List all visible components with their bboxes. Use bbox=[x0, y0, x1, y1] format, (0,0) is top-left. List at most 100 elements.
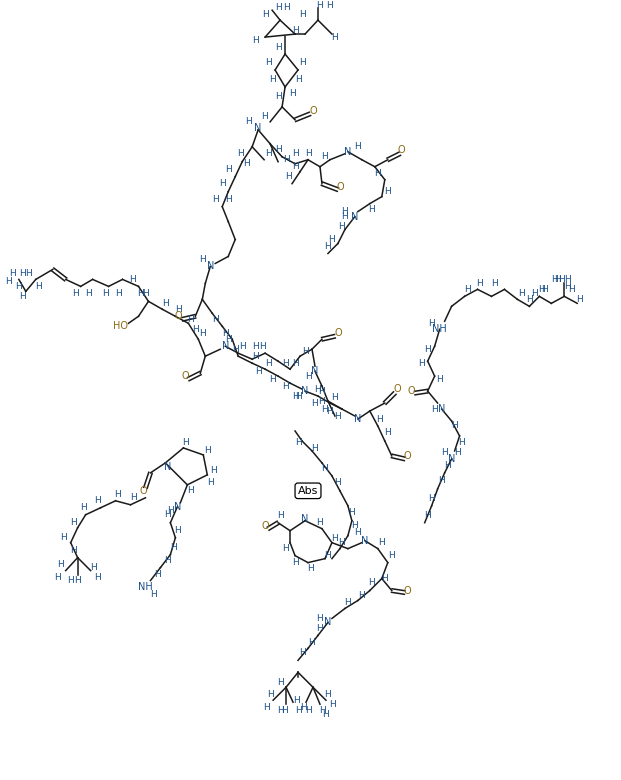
Text: H: H bbox=[332, 534, 338, 543]
Text: H: H bbox=[237, 149, 243, 158]
Text: H: H bbox=[325, 690, 332, 699]
Text: H: H bbox=[35, 282, 42, 291]
Text: H: H bbox=[428, 495, 435, 503]
Text: H: H bbox=[170, 543, 177, 552]
Text: H: H bbox=[252, 342, 258, 351]
Text: H: H bbox=[9, 269, 16, 278]
Text: H: H bbox=[351, 521, 358, 530]
Text: H: H bbox=[232, 345, 238, 353]
Text: H: H bbox=[428, 319, 435, 328]
Text: H: H bbox=[322, 464, 329, 473]
Text: N: N bbox=[324, 618, 332, 627]
Text: N: N bbox=[361, 536, 368, 546]
Text: N: N bbox=[344, 147, 351, 157]
Text: H: H bbox=[294, 706, 301, 714]
Text: H: H bbox=[164, 556, 171, 566]
Text: H: H bbox=[277, 678, 283, 686]
Text: H: H bbox=[192, 324, 199, 334]
Text: H: H bbox=[182, 438, 189, 448]
Text: O: O bbox=[404, 586, 412, 596]
Text: H: H bbox=[255, 367, 261, 376]
Text: N: N bbox=[301, 514, 309, 523]
Text: H: H bbox=[538, 285, 545, 294]
Text: H: H bbox=[267, 690, 273, 699]
Text: H: H bbox=[54, 573, 61, 582]
Text: H: H bbox=[210, 466, 217, 475]
Text: H: H bbox=[142, 289, 149, 298]
Text: H: H bbox=[329, 235, 335, 244]
Text: H: H bbox=[239, 342, 245, 351]
Text: H: H bbox=[16, 282, 22, 291]
Text: H: H bbox=[187, 315, 194, 324]
Text: H: H bbox=[438, 477, 445, 485]
Text: H: H bbox=[317, 624, 324, 633]
Text: H: H bbox=[243, 159, 250, 168]
Text: H: H bbox=[261, 112, 268, 122]
Text: H: H bbox=[70, 546, 77, 555]
Text: H: H bbox=[292, 558, 299, 567]
Text: H: H bbox=[327, 406, 333, 416]
Text: H: H bbox=[19, 292, 26, 301]
Text: H: H bbox=[294, 76, 301, 84]
Text: H: H bbox=[289, 90, 296, 98]
Text: H: H bbox=[355, 142, 361, 151]
Text: H: H bbox=[284, 172, 291, 181]
Text: H: H bbox=[330, 700, 337, 709]
Text: H: H bbox=[335, 412, 342, 420]
Text: H: H bbox=[150, 590, 157, 599]
Text: O: O bbox=[394, 384, 402, 394]
Text: H: H bbox=[376, 414, 383, 424]
Text: H: H bbox=[252, 352, 258, 360]
Text: H: H bbox=[154, 570, 161, 579]
Text: H: H bbox=[6, 277, 12, 286]
Text: H: H bbox=[551, 275, 558, 284]
Text: H: H bbox=[424, 511, 431, 520]
Text: H: H bbox=[312, 445, 319, 453]
Text: H: H bbox=[85, 289, 92, 298]
Text: H: H bbox=[454, 448, 461, 457]
Text: O: O bbox=[398, 145, 406, 154]
Text: H: H bbox=[102, 289, 109, 298]
Text: Abs: Abs bbox=[298, 486, 318, 496]
Text: H: H bbox=[305, 149, 311, 158]
Text: H: H bbox=[174, 526, 181, 535]
Text: H: H bbox=[175, 305, 182, 314]
Text: H: H bbox=[263, 703, 270, 711]
Text: H: H bbox=[335, 478, 342, 488]
Text: H: H bbox=[526, 295, 533, 304]
Text: N: N bbox=[174, 502, 181, 512]
Text: H: H bbox=[274, 145, 281, 154]
Text: H: H bbox=[541, 285, 548, 294]
Text: N: N bbox=[222, 341, 229, 351]
Text: H: H bbox=[269, 76, 276, 84]
Text: H: H bbox=[219, 179, 225, 188]
Text: H: H bbox=[204, 446, 211, 456]
Text: H: H bbox=[332, 392, 338, 402]
Text: N: N bbox=[438, 404, 445, 414]
Text: H: H bbox=[167, 506, 174, 516]
Text: H: H bbox=[378, 538, 385, 547]
Text: O: O bbox=[408, 386, 415, 396]
Text: N: N bbox=[255, 122, 262, 133]
Text: H: H bbox=[225, 195, 232, 204]
Text: H: H bbox=[245, 117, 252, 126]
Text: H: H bbox=[381, 574, 388, 583]
Text: H: H bbox=[252, 36, 258, 44]
Text: H: H bbox=[294, 392, 301, 401]
Text: H: H bbox=[322, 710, 329, 718]
Text: N: N bbox=[448, 454, 455, 464]
Text: H: H bbox=[431, 405, 438, 413]
Text: O: O bbox=[261, 521, 269, 530]
Text: H: H bbox=[94, 496, 101, 505]
Text: H: H bbox=[300, 703, 306, 711]
Text: H: H bbox=[451, 421, 458, 431]
Text: H: H bbox=[442, 448, 448, 457]
Text: H: H bbox=[476, 279, 483, 288]
Text: H: H bbox=[437, 374, 443, 384]
Text: H: H bbox=[283, 155, 289, 165]
Text: H: H bbox=[332, 33, 338, 41]
Text: H: H bbox=[282, 381, 288, 391]
Text: H: H bbox=[312, 399, 319, 408]
Text: H: H bbox=[345, 598, 351, 607]
Text: H: H bbox=[67, 576, 74, 585]
